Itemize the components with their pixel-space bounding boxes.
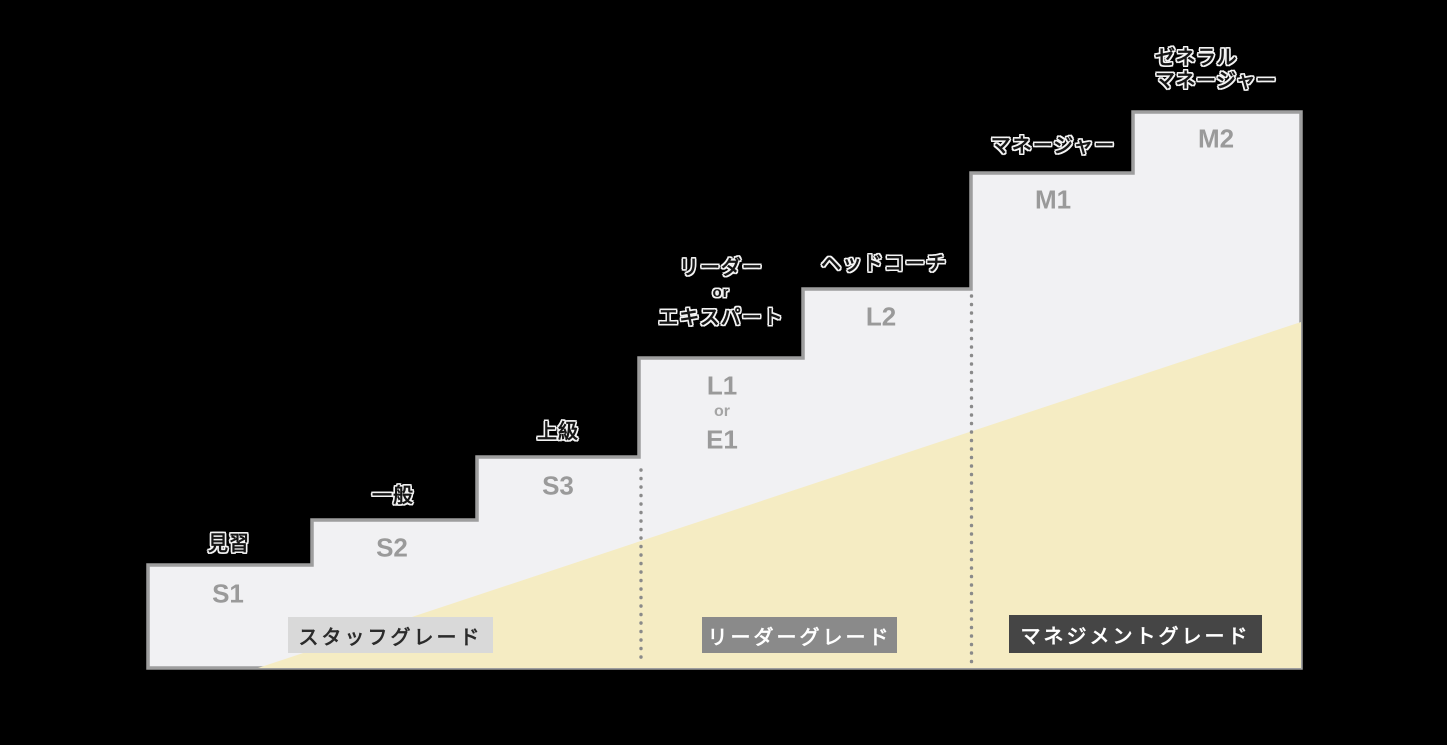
step-title-leader-or-expert: リーダー or エキスパート [658,254,783,332]
step-title-senior: 上級 [537,421,579,443]
step-title-general: 一般 [372,485,414,507]
grade-code-s1: S1 [212,578,244,609]
grade-group-leader-badge: リーダーグレード [702,617,897,653]
grade-code-l1: L1 [706,370,738,401]
grade-code-m1: M1 [1034,184,1072,215]
grade-group-management-badge: マネジメントグレード [1009,615,1262,653]
wage-growth-triangle [258,322,1301,668]
step-title-head-coach: ヘッドコーチ [821,253,947,275]
grade-code-s2: S2 [376,532,408,563]
step-title-leader-line: リーダー [679,257,763,279]
step-title-general-manager-line1: ゼネラル [1155,47,1237,69]
grade-code-l2: L2 [865,301,897,332]
grade-code-s3: S3 [542,470,574,501]
step-title-apprentice: 見習 [208,533,250,555]
step-title-general-manager: ゼネラル マネージャー [1155,47,1277,93]
step-title-manager: マネージャー [990,135,1116,157]
step-title-or-line: or [712,284,730,301]
step-title-expert-line: エキスパート [658,307,784,329]
grade-group-staff-badge: スタッフグレード [288,617,493,653]
grade-code-or: or [714,403,730,420]
step-title-general-manager-line2: マネージャー [1155,70,1277,92]
grade-code-e1: E1 [706,424,738,455]
grade-code-m2: M2 [1197,123,1235,154]
